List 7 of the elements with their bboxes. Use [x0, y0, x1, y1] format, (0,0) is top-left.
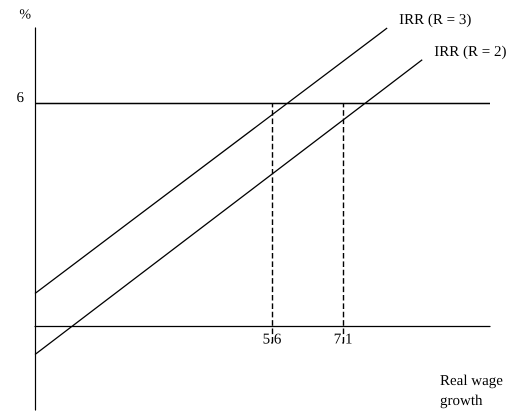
series-label: IRR (R = 2)	[434, 44, 506, 60]
series-label: IRR (R = 3)	[399, 12, 472, 28]
x-axis-title: Real wage growth	[440, 373, 507, 409]
text: 6	[16, 90, 24, 106]
y-axis-title: %	[19, 8, 32, 22]
x-tick-label: 5.6	[262, 332, 282, 348]
x-tick-label: 7.1	[334, 332, 352, 348]
